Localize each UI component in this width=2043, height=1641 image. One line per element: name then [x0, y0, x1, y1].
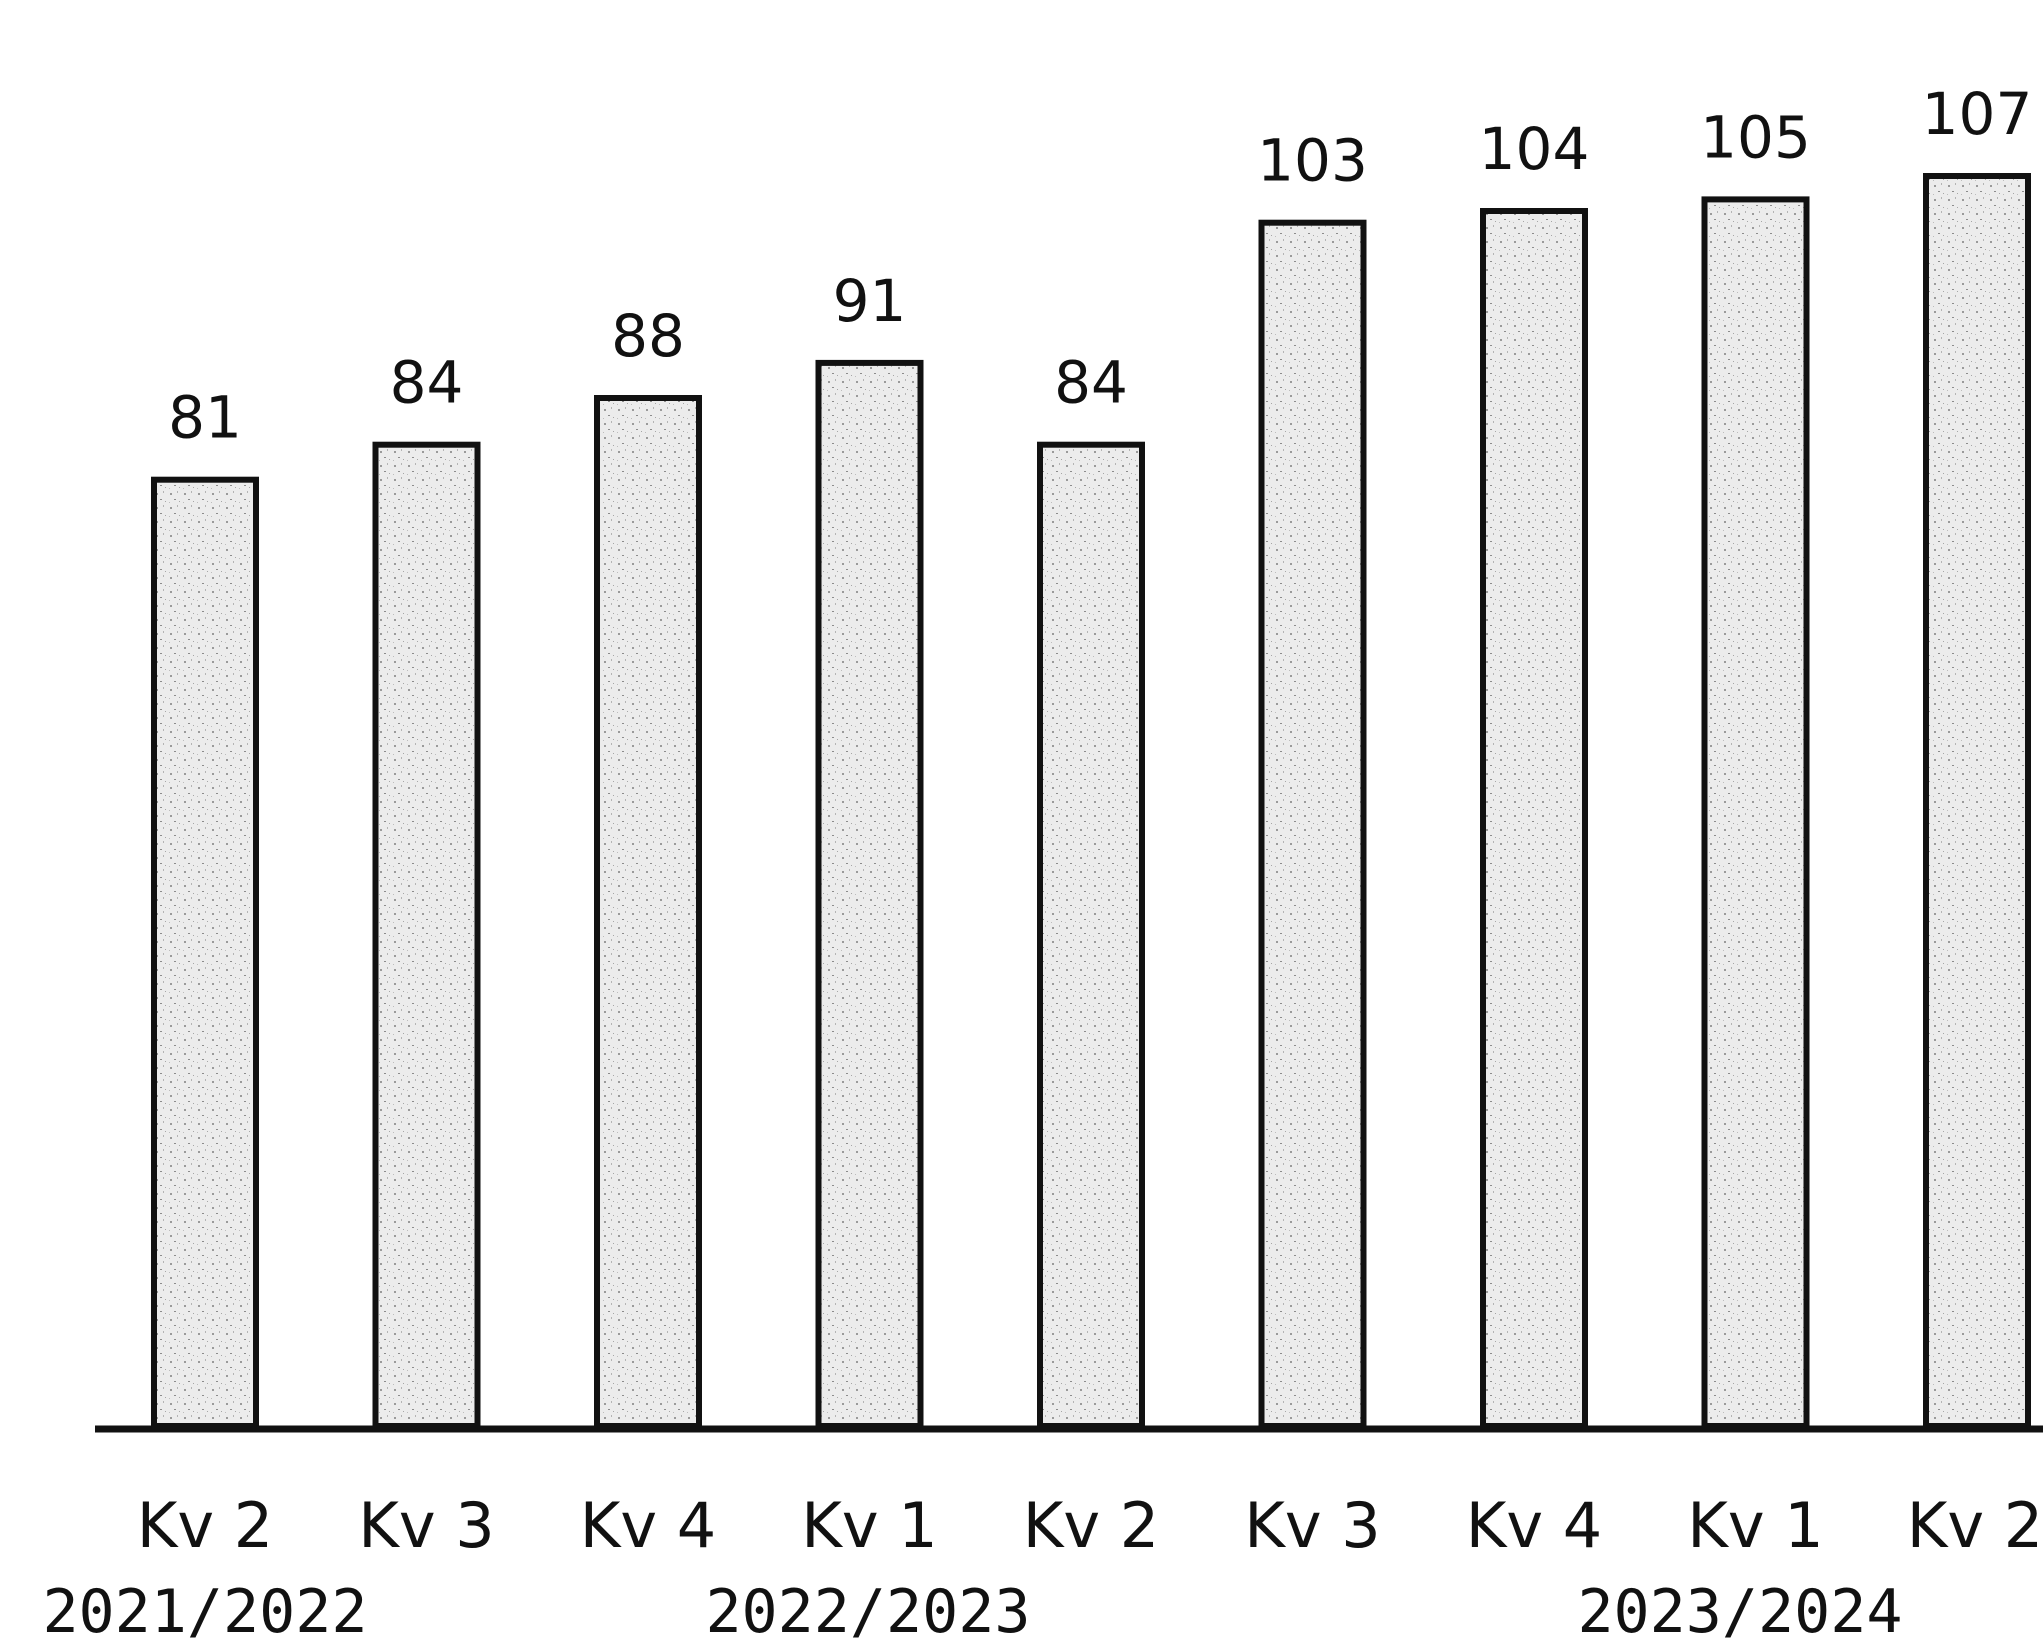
data-label-3: 88	[611, 302, 685, 370]
bar-2	[372, 441, 481, 1429]
data-label-5: 84	[1054, 349, 1128, 417]
data-label-9: 107	[1922, 80, 2033, 148]
bar-8	[1701, 196, 1810, 1429]
data-label-4: 91	[833, 267, 907, 335]
category-label-4: Kv 1	[801, 1489, 938, 1562]
bar-6	[1258, 219, 1367, 1430]
category-label-1: Kv 2	[137, 1489, 274, 1562]
group-label-2022-2023: 2022/2023	[705, 1577, 1030, 1641]
bar-5	[1037, 441, 1145, 1429]
group-label-2023-2024: 2023/2024	[1577, 1577, 1902, 1641]
bar-7	[1480, 208, 1588, 1429]
data-label-2: 84	[390, 349, 464, 417]
group-label-2021-2022: 2021/2022	[42, 1577, 367, 1641]
bars-layer	[151, 173, 2031, 1430]
data-label-8: 105	[1700, 103, 1811, 171]
category-label-3: Kv 4	[580, 1489, 717, 1562]
value-labels-layer: 81 84 88 91 84 103 104 105 107	[168, 80, 2032, 452]
category-label-8: Kv 1	[1687, 1489, 1824, 1562]
bar-1	[151, 476, 259, 1429]
category-label-5: Kv 2	[1023, 1489, 1160, 1562]
category-labels-layer: Kv 2 Kv 3 Kv 4 Kv 1 Kv 2 Kv 3 Kv 4 Kv 1 Kv 2	[137, 1489, 2043, 1562]
data-label-6: 103	[1257, 127, 1368, 195]
bar-9	[1923, 173, 2031, 1429]
data-label-1: 81	[168, 384, 242, 452]
category-label-7: Kv 4	[1466, 1489, 1603, 1562]
bar-4	[815, 359, 924, 1429]
category-label-2: Kv 3	[358, 1489, 495, 1562]
bar-3	[594, 395, 702, 1429]
data-label-7: 104	[1479, 115, 1590, 183]
category-label-6: Kv 3	[1244, 1489, 1381, 1562]
category-label-9: Kv 2	[1907, 1489, 2043, 1562]
